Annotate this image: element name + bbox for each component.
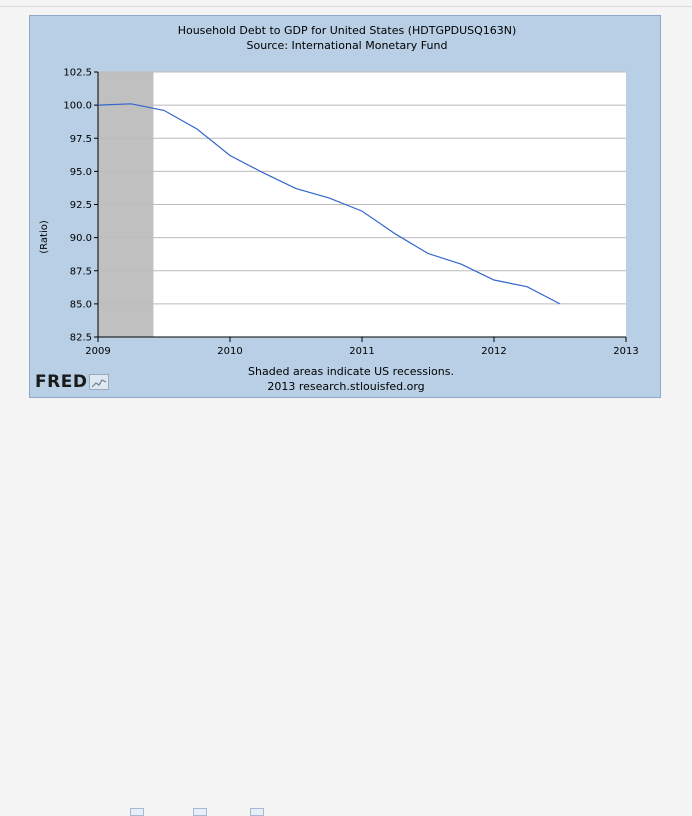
bottom-browser-strip — [0, 402, 692, 816]
y-tick-label: 90.0 — [70, 233, 92, 244]
y-tick-label: 102.5 — [63, 68, 92, 79]
x-tick-label: 2013 — [613, 346, 638, 357]
y-tick-label: 100.0 — [63, 101, 92, 112]
chart-subtitle: Source: International Monetary Fund — [247, 39, 448, 52]
toolbar-icon[interactable] — [130, 808, 144, 816]
graph-icon — [89, 374, 110, 390]
fred-logo-text: FRED — [35, 372, 88, 392]
top-browser-strip — [0, 0, 692, 7]
x-tick-label: 2010 — [217, 346, 242, 357]
source-url[interactable]: 2013 research.stlouisfed.org — [267, 380, 424, 393]
y-tick-label: 97.5 — [70, 134, 92, 145]
chart-frame: Household Debt to GDP for United States … — [29, 15, 661, 398]
series-line — [97, 103, 561, 305]
x-tick-label: 2011 — [349, 346, 374, 357]
chart-title: Household Debt to GDP for United States … — [178, 24, 517, 37]
y-tick-label: 87.5 — [70, 266, 92, 277]
plot-area: 82.5 85.0 87.5 90.0 92.5 95.0 97.5 100.0 102.5 20… — [63, 68, 638, 358]
x-tick-label: 2012 — [481, 346, 506, 357]
fred-logo[interactable]: FRED — [35, 372, 110, 392]
y-axis-label: (Ratio) — [39, 220, 50, 254]
x-tick-label: 2009 — [85, 346, 110, 357]
toolbar-icon[interactable] — [250, 808, 264, 816]
y-tick-label: 82.5 — [70, 333, 92, 344]
y-tick-label: 85.0 — [70, 299, 92, 310]
recession-note: Shaded areas indicate US recessions. — [248, 365, 454, 378]
y-tick-label: 92.5 — [70, 200, 92, 211]
y-tick-label: 95.0 — [70, 167, 92, 178]
toolbar-icon[interactable] — [193, 808, 207, 816]
chart-svg: Household Debt to GDP for United States … — [39, 24, 639, 393]
